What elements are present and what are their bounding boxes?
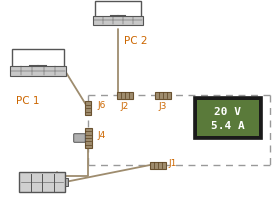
- Text: J4: J4: [97, 132, 105, 140]
- Bar: [197, 100, 259, 136]
- Bar: [85, 128, 92, 148]
- Bar: [13, 49, 64, 73]
- Text: 20 V: 20 V: [214, 106, 241, 117]
- Bar: [10, 66, 66, 76]
- Text: J1: J1: [168, 158, 176, 167]
- Text: PC 2: PC 2: [124, 36, 148, 46]
- Bar: [85, 101, 91, 115]
- Bar: [155, 92, 171, 98]
- Text: PC 1: PC 1: [16, 96, 39, 106]
- FancyBboxPatch shape: [74, 134, 85, 142]
- Bar: [93, 16, 143, 25]
- Text: J3: J3: [159, 102, 167, 111]
- Bar: [65, 178, 68, 186]
- Text: 5.4 A: 5.4 A: [211, 121, 245, 131]
- Bar: [150, 161, 166, 169]
- Text: J6: J6: [97, 101, 105, 111]
- Bar: [194, 97, 262, 139]
- Bar: [117, 92, 133, 98]
- Text: J2: J2: [121, 102, 129, 111]
- Bar: [95, 1, 141, 22]
- Bar: [19, 172, 65, 192]
